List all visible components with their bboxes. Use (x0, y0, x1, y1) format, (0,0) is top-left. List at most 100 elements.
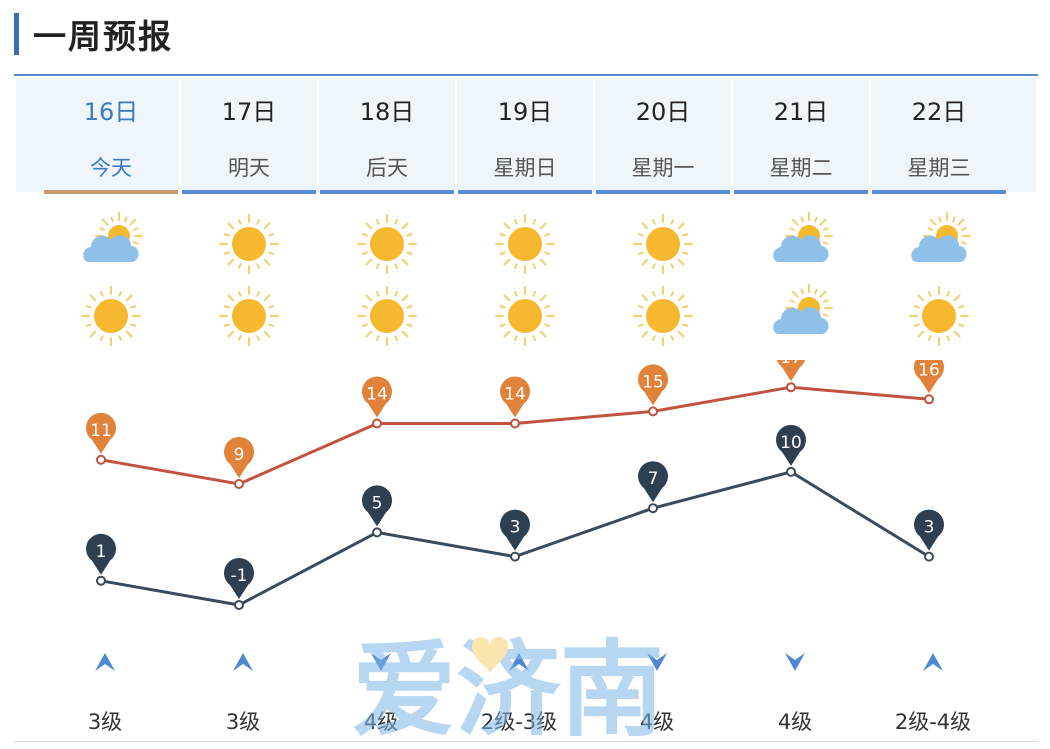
temp-label: 11 (90, 421, 112, 441)
wind-arrow-up-icon (233, 653, 253, 671)
temp-label: 10 (780, 433, 802, 453)
high-temp-marker-3: 14 (500, 376, 531, 429)
column-separator (731, 80, 733, 188)
day-date: 16日 (83, 98, 139, 126)
day-tab-1[interactable]: 17日明天 (182, 78, 316, 194)
day-tab-4[interactable]: 20日星期一 (596, 78, 730, 194)
low-temp-marker-3: 3 (500, 509, 531, 562)
wind-level-label: 2级-3级 (480, 710, 558, 734)
high-temp-marker-1: 9 (223, 437, 255, 489)
sunny-icon (81, 286, 141, 346)
day-date: 21日 (773, 98, 829, 126)
day-date: 18日 (359, 98, 415, 126)
day-date: 17日 (221, 98, 277, 126)
high-temp-marker-0: 11 (86, 412, 116, 465)
day-date: 20日 (635, 98, 691, 126)
sunny-icon (357, 214, 417, 274)
watermark-text: 爱济南 (352, 629, 664, 740)
heart-icon (472, 637, 508, 674)
temp-label: 7 (648, 469, 659, 489)
day-weekday: 星期一 (631, 156, 695, 180)
temp-label: -1 (231, 566, 248, 586)
wind-level-label: 2级-4级 (894, 710, 972, 734)
temp-label: 14 (366, 385, 388, 405)
day-weekday: 星期三 (907, 156, 971, 180)
sunny-icon (495, 214, 555, 274)
column-separator (869, 80, 871, 188)
day-date: 22日 (911, 98, 967, 126)
low-temp-marker-4: 7 (638, 461, 669, 514)
temp-label: 3 (924, 518, 935, 538)
title-accent-bar (14, 13, 19, 55)
low-temp-marker-2: 5 (362, 485, 393, 538)
high-temp-marker-4: 15 (638, 364, 669, 417)
bottom-divider (14, 741, 1038, 742)
partly-cloudy-icon (773, 284, 833, 334)
temp-label: 9 (234, 445, 245, 465)
day-underline (320, 190, 454, 194)
wind-level-label: 4级 (639, 710, 675, 734)
wind-level-label: 3级 (87, 710, 123, 734)
day-weekday: 星期日 (493, 156, 557, 180)
temp-label: 16 (918, 360, 940, 380)
high-temp-marker-5: 17 (776, 360, 806, 393)
high-temp-marker-2: 14 (362, 376, 393, 429)
day-tab-6[interactable]: 22日星期三 (872, 78, 1006, 194)
header-divider (14, 74, 1038, 76)
day-underline (734, 190, 868, 194)
wind-arrow-up-icon (923, 653, 943, 671)
section-header: 一周预报 (14, 10, 173, 58)
low-temp-marker-0: 1 (86, 533, 116, 586)
wind-arrow-up-icon (95, 653, 115, 671)
sunny-icon (633, 214, 693, 274)
day-weekday: 今天 (90, 156, 132, 180)
wind-level-label: 3级 (225, 710, 261, 734)
day-tab-0[interactable]: 16日今天 (44, 78, 178, 194)
high-temp-marker-6: 16 (914, 360, 944, 405)
day-underline (596, 190, 730, 194)
temp-label: 15 (642, 372, 664, 392)
sunny-icon (495, 286, 555, 346)
partly-cloudy-icon (911, 212, 971, 262)
sunny-icon (219, 286, 279, 346)
column-separator (179, 80, 181, 188)
wind-arrow-down-icon (371, 653, 391, 671)
low-temp-marker-5: 10 (776, 424, 806, 477)
low-temp-marker-6: 3 (914, 509, 944, 562)
temperature-chart: 11 9 14 14 15 17 16 1 -1 5 3 7 10 3 (86, 360, 944, 610)
low-temp-marker-1: -1 (223, 558, 255, 610)
sunny-icon (219, 214, 279, 274)
day-tab-5[interactable]: 21日星期二 (734, 78, 868, 194)
sunny-icon (357, 286, 417, 346)
partly-cloudy-icon (83, 212, 143, 262)
temp-label: 14 (504, 385, 526, 405)
column-separator (593, 80, 595, 188)
day-underline (182, 190, 316, 194)
page-title: 一周预报 (33, 17, 173, 56)
sunny-icon (633, 286, 693, 346)
wind-arrow-down-icon (647, 653, 667, 671)
day-weekday: 星期二 (769, 156, 833, 180)
day-weekday: 后天 (366, 156, 408, 180)
day-tab-3[interactable]: 19日星期日 (458, 78, 592, 194)
days-header-band (16, 78, 1036, 192)
day-weekday: 明天 (228, 156, 270, 180)
day-tab-2[interactable]: 18日后天 (320, 78, 454, 194)
sunny-icon (909, 286, 969, 346)
wind-level-label: 4级 (777, 710, 813, 734)
day-underline (872, 190, 1006, 194)
partly-cloudy-icon (773, 212, 833, 262)
column-separator (317, 80, 319, 188)
wind-arrow-up-icon (509, 653, 529, 671)
wind-arrow-down-icon (785, 653, 805, 671)
day-date: 19日 (497, 98, 553, 126)
temp-label: 17 (780, 360, 802, 368)
day-underline (458, 190, 592, 194)
day-underline (44, 190, 178, 194)
watermark: 爱济南 (352, 629, 664, 740)
wind-level-label: 4级 (363, 710, 399, 734)
temp-label: 1 (96, 542, 107, 562)
temp-label: 3 (510, 518, 521, 538)
column-separator (455, 80, 457, 188)
temp-label: 5 (372, 493, 383, 513)
